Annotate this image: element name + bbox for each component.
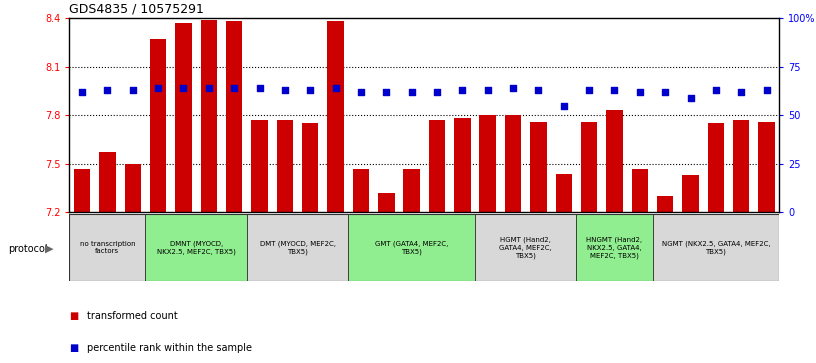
Text: no transcription
factors: no transcription factors	[80, 241, 135, 254]
Bar	[327, 21, 344, 212]
Point	[253, 85, 266, 91]
Point	[202, 85, 215, 91]
Point	[532, 87, 545, 93]
Bar	[226, 21, 242, 212]
Point	[481, 87, 494, 93]
Point	[228, 85, 241, 91]
Bar	[348, 214, 475, 281]
Bar	[251, 120, 268, 212]
Point	[379, 89, 392, 95]
Point	[608, 87, 621, 93]
Point	[405, 89, 418, 95]
Point	[304, 87, 317, 93]
Bar	[657, 196, 673, 212]
Point	[177, 85, 190, 91]
Bar	[100, 152, 116, 212]
Bar	[277, 120, 293, 212]
Point	[126, 87, 140, 93]
Bar	[530, 122, 547, 212]
Bar	[733, 120, 749, 212]
Bar	[480, 115, 496, 212]
Bar	[302, 123, 318, 212]
Text: DMNT (MYOCD,
NKX2.5, MEF2C, TBX5): DMNT (MYOCD, NKX2.5, MEF2C, TBX5)	[157, 241, 236, 255]
Bar	[606, 110, 623, 212]
Text: HGMT (Hand2,
GATA4, MEF2C,
TBX5): HGMT (Hand2, GATA4, MEF2C, TBX5)	[499, 237, 552, 259]
Point	[101, 87, 114, 93]
Text: percentile rank within the sample: percentile rank within the sample	[87, 343, 252, 354]
Point	[507, 85, 520, 91]
Point	[76, 89, 89, 95]
Bar	[576, 214, 653, 281]
Bar	[145, 214, 246, 281]
Point	[760, 87, 773, 93]
Text: NGMT (NKX2.5, GATA4, MEF2C,
TBX5): NGMT (NKX2.5, GATA4, MEF2C, TBX5)	[662, 241, 770, 255]
Bar	[69, 214, 145, 281]
Point	[557, 103, 570, 109]
Bar	[150, 39, 166, 212]
Bar	[125, 164, 141, 212]
Text: GMT (GATA4, MEF2C,
TBX5): GMT (GATA4, MEF2C, TBX5)	[375, 241, 448, 255]
Text: ■: ■	[69, 343, 78, 354]
Text: DMT (MYOCD, MEF2C,
TBX5): DMT (MYOCD, MEF2C, TBX5)	[259, 241, 335, 255]
Text: ■: ■	[69, 311, 78, 321]
Text: protocol: protocol	[8, 244, 48, 254]
Bar	[682, 175, 698, 212]
Point	[431, 89, 444, 95]
Bar	[378, 193, 394, 212]
Bar	[581, 122, 597, 212]
Bar	[475, 214, 576, 281]
Point	[709, 87, 722, 93]
Point	[278, 87, 291, 93]
Point	[734, 89, 747, 95]
Point	[633, 89, 646, 95]
Point	[659, 89, 672, 95]
Bar	[175, 23, 192, 212]
Point	[354, 89, 367, 95]
Point	[152, 85, 165, 91]
Bar	[73, 169, 91, 212]
Text: GDS4835 / 10575291: GDS4835 / 10575291	[69, 3, 204, 16]
Bar	[455, 118, 471, 212]
Point	[583, 87, 596, 93]
Point	[456, 87, 469, 93]
Bar	[246, 214, 348, 281]
Bar	[403, 169, 420, 212]
Bar	[632, 169, 648, 212]
Bar	[653, 214, 779, 281]
Bar	[707, 123, 724, 212]
Point	[684, 95, 697, 101]
Bar	[505, 115, 521, 212]
Bar	[556, 174, 572, 212]
Bar	[353, 169, 369, 212]
Text: transformed count: transformed count	[87, 311, 178, 321]
Text: HNGMT (Hand2,
NKX2.5, GATA4,
MEF2C, TBX5): HNGMT (Hand2, NKX2.5, GATA4, MEF2C, TBX5…	[587, 237, 642, 259]
Bar	[428, 120, 446, 212]
Bar	[758, 122, 775, 212]
Bar	[201, 20, 217, 212]
Point	[329, 85, 342, 91]
Text: ▶: ▶	[45, 244, 53, 254]
